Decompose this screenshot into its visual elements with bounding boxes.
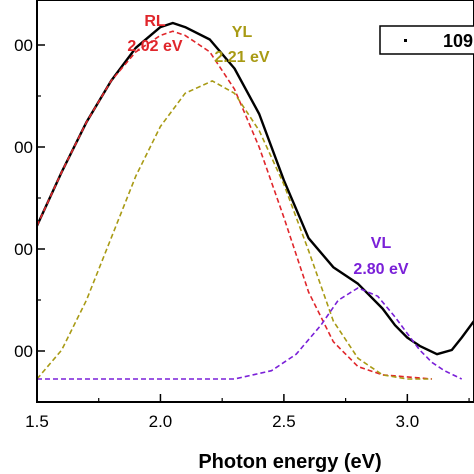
- annotation-yl-value: 2.21 eV: [214, 49, 269, 66]
- annotation-yl: YL 2.21 eV: [214, 24, 269, 66]
- series-line-measured: [35, 21, 474, 356]
- ticks-layer: 1.5 2.0 2.5 3.0 00 00 00 00: [14, 36, 470, 431]
- x-tick-label: 2.5: [272, 412, 296, 431]
- x-tick-label: 3.0: [396, 412, 420, 431]
- annotation-rl-value: 2.02 eV: [127, 38, 182, 55]
- legend-label: 109: [443, 31, 473, 51]
- x-axis-title: Photon energy (eV): [198, 451, 381, 473]
- y-tick-label: 00: [14, 36, 33, 55]
- x-tick-label: 1.5: [25, 412, 49, 431]
- legend-marker: [404, 39, 407, 42]
- legend: 109: [379, 25, 474, 55]
- legend-box: [379, 25, 474, 55]
- series-line-vl: [37, 287, 463, 380]
- annotation-yl-name: YL: [232, 24, 253, 41]
- annotation-vl: VL 2.80 eV: [353, 235, 408, 278]
- y-tick-label: 00: [14, 342, 33, 361]
- y-tick-label: 00: [14, 240, 33, 259]
- series-line-yl: [36, 80, 432, 380]
- x-tick-label: 2.0: [149, 412, 173, 431]
- annotation-rl: RL 2.02 eV: [127, 13, 182, 55]
- annotation-vl-name: VL: [371, 235, 392, 252]
- plot-layer: [35, 21, 474, 380]
- y-tick-label: 00: [14, 138, 33, 157]
- series-line-rl: [36, 30, 433, 380]
- annotation-rl-name: RL: [144, 13, 166, 30]
- annotation-vl-value: 2.80 eV: [353, 261, 408, 278]
- plot-frame: [36, 0, 474, 403]
